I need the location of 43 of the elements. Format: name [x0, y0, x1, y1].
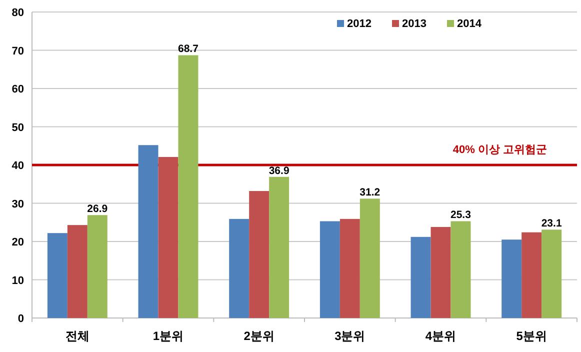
legend-label: 2014 [457, 18, 482, 30]
bar [522, 232, 542, 318]
data-label: 31.2 [360, 186, 380, 199]
bar [320, 221, 340, 318]
y-tick-label: 30 [12, 198, 24, 210]
bar [410, 236, 431, 318]
bar [249, 191, 270, 318]
bar [67, 225, 88, 318]
legend-label: 2013 [402, 18, 426, 30]
data-label: 36.9 [268, 164, 290, 177]
bar [158, 156, 178, 318]
y-tick-label: 70 [12, 45, 24, 58]
bar [430, 226, 451, 318]
bar [178, 55, 198, 318]
bar [502, 240, 522, 318]
bar [138, 145, 158, 318]
y-tick-label: 60 [12, 84, 24, 96]
y-tick-label: 0 [18, 313, 24, 325]
y-tick-label: 20 [12, 236, 24, 248]
bar [269, 176, 290, 318]
data-label: 68.7 [178, 43, 199, 56]
bar [542, 230, 562, 318]
y-tick-label: 40 [12, 160, 24, 172]
data-label: 23.1 [541, 218, 562, 230]
data-label: 25.3 [450, 209, 472, 222]
bar [229, 218, 250, 318]
bar [340, 218, 360, 318]
y-tick-label: 10 [12, 274, 24, 287]
bar [450, 221, 471, 318]
legend-label: 2012 [347, 18, 372, 30]
bar [360, 198, 380, 318]
x-tick-label: 전체 [65, 329, 90, 343]
y-tick-label: 50 [12, 122, 24, 134]
y-tick-label: 80 [12, 7, 24, 19]
x-tick-label: 5분위 [516, 329, 547, 343]
data-label: 26.9 [87, 203, 108, 216]
bar [47, 233, 68, 318]
x-tick-label: 1분위 [152, 329, 184, 343]
x-tick-label: 4분위 [425, 329, 456, 343]
ref-line-label: 40% 이상 고위험군 [452, 144, 547, 156]
x-tick-label: 2분위 [244, 329, 274, 343]
bar [87, 215, 108, 318]
x-tick-label: 3분위 [334, 329, 366, 343]
